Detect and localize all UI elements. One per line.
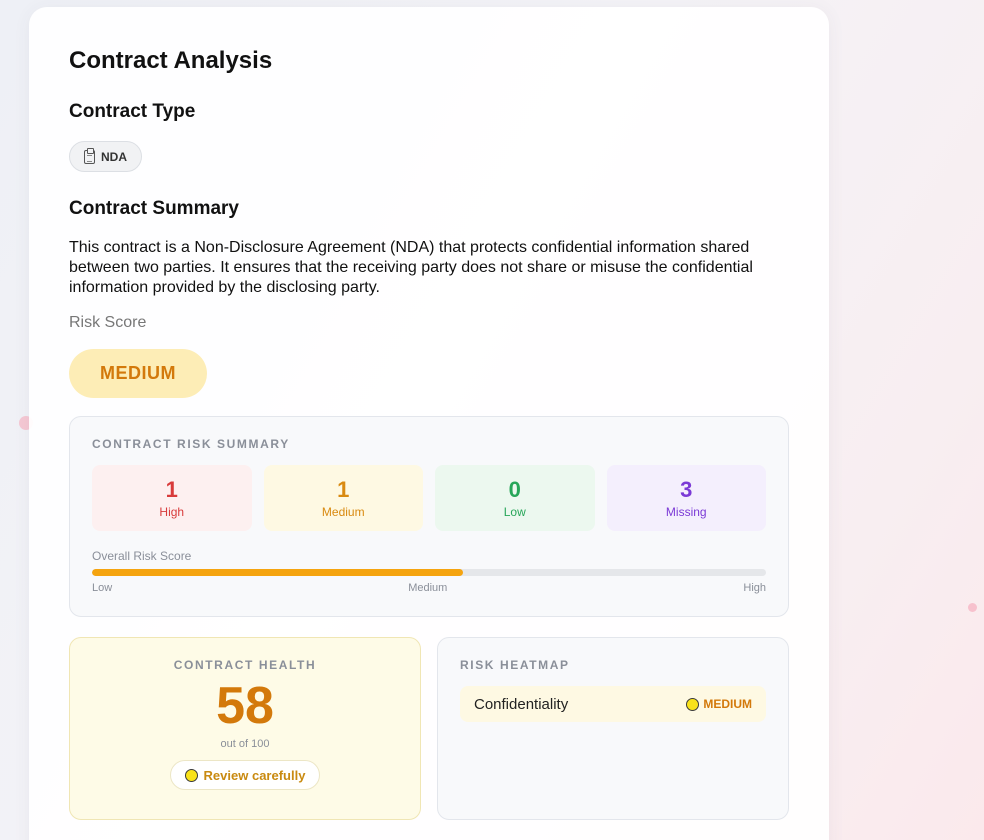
- overall-risk-label: Overall Risk Score: [92, 549, 192, 563]
- risk-scale-labels: Low Medium High: [92, 582, 766, 594]
- high-count-box: 1 High: [92, 465, 252, 531]
- risk-score-label: Risk Score: [69, 314, 147, 331]
- medium-count: 1: [337, 477, 350, 502]
- contract-summary-heading: Contract Summary: [69, 198, 239, 219]
- clipboard-icon: [84, 147, 95, 164]
- risk-summary-panel: CONTRACT RISK SUMMARY 1 High 1 Medium 0 …: [69, 416, 789, 617]
- low-label: Low: [503, 505, 526, 519]
- missing-count-box: 3 Missing: [606, 465, 766, 531]
- scale-high: High: [743, 582, 766, 594]
- yellow-circle-icon: [686, 697, 700, 711]
- page-title: Contract Analysis: [69, 47, 273, 74]
- contract-summary-text: This contract is a Non-Disclosure Agreem…: [69, 239, 753, 296]
- risk-summary-title: CONTRACT RISK SUMMARY: [92, 437, 290, 451]
- low-count: 0: [508, 477, 521, 502]
- risk-heatmap-panel: RISK HEATMAP Confidentiality MEDIUM: [437, 637, 789, 820]
- analysis-card: Contract Analysis Contract Type NDA Cont…: [29, 7, 829, 840]
- missing-count: 3: [680, 477, 693, 502]
- medium-label: Medium: [321, 505, 365, 519]
- risk-heatmap-title: RISK HEATMAP: [460, 658, 570, 672]
- health-score-subtitle: out of 100: [220, 738, 270, 750]
- high-label: High: [159, 505, 185, 519]
- heatmap-clause-name: Confidentiality: [474, 695, 569, 713]
- bottom-panels: CONTRACT HEALTH 58 out of 100 Review car…: [69, 637, 789, 820]
- scale-medium: Medium: [408, 582, 448, 594]
- risk-counts: 1 High 1 Medium 0 Low 3 Missing: [92, 465, 766, 531]
- health-score: 58: [216, 677, 274, 735]
- contract-health-panel: CONTRACT HEALTH 58 out of 100 Review car…: [69, 637, 421, 820]
- contract-health-title: CONTRACT HEALTH: [173, 658, 317, 672]
- risk-level-badge: MEDIUM: [69, 349, 207, 398]
- low-count-box: 0 Low: [435, 465, 595, 531]
- contract-type-heading: Contract Type: [69, 101, 196, 122]
- overall-risk-bar-fill: [92, 569, 463, 576]
- medium-count-box: 1 Medium: [263, 465, 423, 531]
- missing-label: Missing: [665, 505, 707, 519]
- health-status-badge: Review carefully: [169, 760, 321, 790]
- overall-risk-bar: [92, 569, 766, 576]
- yellow-circle-icon: [184, 768, 198, 782]
- contract-type-badge: NDA: [69, 141, 142, 172]
- scale-low: Low: [92, 582, 113, 594]
- decorative-dot: [968, 603, 977, 612]
- heatmap-level-text: MEDIUM: [703, 697, 752, 711]
- heatmap-level: MEDIUM: [686, 697, 752, 711]
- contract-type-value: NDA: [101, 149, 127, 164]
- high-count: 1: [165, 477, 178, 502]
- heatmap-row: Confidentiality MEDIUM: [460, 686, 766, 722]
- health-status-text: Review carefully: [203, 767, 306, 783]
